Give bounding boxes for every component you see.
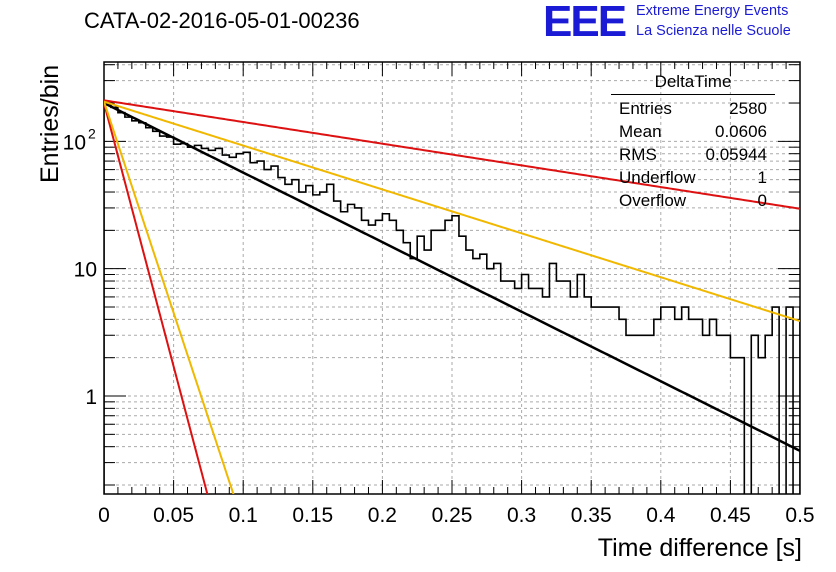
- x-tick-label: 0.05: [153, 504, 194, 527]
- y-tick-exponent: 2: [88, 125, 96, 141]
- stats-label: Overflow: [619, 191, 687, 210]
- x-axis-label: Time difference [s]: [597, 534, 802, 562]
- x-tick-label: 0.2: [368, 504, 397, 527]
- run-title: CATA-02-2016-05-01-00236: [84, 8, 360, 33]
- x-tick-label: 0.5: [785, 504, 814, 527]
- x-tick-label: 0.45: [710, 504, 751, 527]
- stats-value: 0: [757, 191, 767, 210]
- stats-label: RMS: [619, 145, 657, 164]
- stats-title: DeltaTime: [611, 70, 775, 95]
- exp-curve-yellow-2: [104, 100, 800, 323]
- stats-value: 0.05944: [705, 145, 767, 164]
- logo-line-2: La Scienza nelle Scuole: [636, 23, 791, 39]
- stats-row: RMS 0.05944: [611, 143, 775, 166]
- stats-value: 0.0606: [715, 122, 767, 141]
- x-tick-label: 0.4: [646, 504, 676, 527]
- stats-row: Entries 2580: [611, 97, 775, 120]
- stats-label: Underflow: [619, 168, 696, 187]
- stats-value: 1: [757, 168, 767, 187]
- x-tick-label: 0.25: [432, 504, 473, 527]
- x-tick-label: 0: [98, 504, 110, 527]
- x-tick-label: 0.15: [292, 504, 333, 527]
- stats-row: Mean 0.0606: [611, 120, 775, 143]
- stats-value: 2580: [729, 99, 767, 118]
- exp-curve-yellow-4: [104, 101, 235, 494]
- exp-curve-fit-0: [104, 101, 800, 452]
- eee-logo: EEE: [543, 0, 627, 46]
- x-tick-label: 0.1: [229, 504, 258, 527]
- plot-area: [104, 99, 800, 494]
- y-axis-label: Entries/bin: [36, 64, 64, 183]
- x-tick-label: 0.35: [571, 504, 612, 527]
- stats-row: Underflow 1: [611, 166, 775, 189]
- x-tick-label: 0.3: [507, 504, 536, 527]
- stats-row: Overflow 0: [611, 189, 775, 212]
- y-tick-label: 10: [63, 131, 86, 154]
- histogram: [104, 100, 800, 494]
- exp-curve-red-1: [104, 99, 800, 210]
- stats-label: Entries: [619, 99, 672, 118]
- exp-curve-red-3: [104, 102, 209, 494]
- stats-label: Mean: [619, 122, 662, 141]
- y-tick-label: 10: [74, 259, 97, 282]
- logo-line-1: Extreme Energy Events: [636, 3, 789, 19]
- y-tick-label: 1: [85, 386, 97, 409]
- stats-box: DeltaTime Entries 2580 Mean 0.0606 RMS 0.05…: [611, 70, 775, 212]
